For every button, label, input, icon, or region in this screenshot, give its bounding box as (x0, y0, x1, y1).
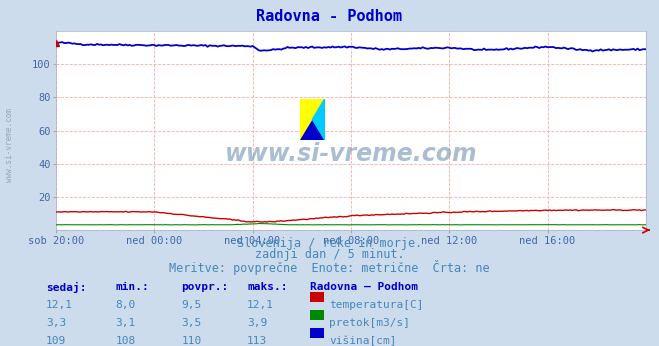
Text: 3,1: 3,1 (115, 318, 136, 328)
Text: 12,1: 12,1 (247, 300, 274, 310)
Text: Radovna – Podhom: Radovna – Podhom (310, 282, 418, 292)
Text: sedaj:: sedaj: (46, 282, 86, 293)
Text: 108: 108 (115, 336, 136, 346)
Text: povpr.:: povpr.: (181, 282, 229, 292)
Text: min.:: min.: (115, 282, 149, 292)
Polygon shape (300, 99, 325, 140)
Text: pretok[m3/s]: pretok[m3/s] (330, 318, 411, 328)
Text: 109: 109 (46, 336, 67, 346)
Text: 113: 113 (247, 336, 268, 346)
Text: 8,0: 8,0 (115, 300, 136, 310)
Text: maks.:: maks.: (247, 282, 287, 292)
Text: 9,5: 9,5 (181, 300, 202, 310)
Text: Radovna - Podhom: Radovna - Podhom (256, 9, 403, 24)
Text: temperatura[C]: temperatura[C] (330, 300, 424, 310)
Text: 3,9: 3,9 (247, 318, 268, 328)
Text: zadnji dan / 5 minut.: zadnji dan / 5 minut. (254, 248, 405, 262)
Text: Slovenija / reke in morje.: Slovenija / reke in morje. (237, 237, 422, 250)
Text: www.si-vreme.com: www.si-vreme.com (5, 108, 14, 182)
Text: 110: 110 (181, 336, 202, 346)
Text: 3,3: 3,3 (46, 318, 67, 328)
Text: www.si-vreme.com: www.si-vreme.com (225, 143, 477, 166)
Text: 12,1: 12,1 (46, 300, 73, 310)
Text: višina[cm]: višina[cm] (330, 336, 397, 346)
Polygon shape (312, 99, 325, 140)
Text: 3,5: 3,5 (181, 318, 202, 328)
Text: Meritve: povprečne  Enote: metrične  Črta: ne: Meritve: povprečne Enote: metrične Črta:… (169, 260, 490, 275)
Polygon shape (300, 99, 325, 140)
